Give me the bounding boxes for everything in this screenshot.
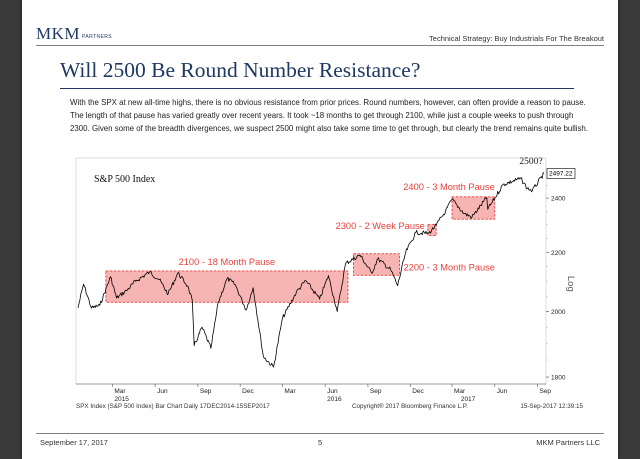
x-year-label: 2017 (461, 396, 476, 403)
body-paragraph: With the SPX at new all-time highs, ther… (70, 98, 589, 134)
y-tick-label: 1800 (551, 375, 566, 382)
x-tick-label: Jun (497, 388, 508, 395)
pause-zone-label: 2200 - 3 Month Pause (404, 262, 495, 272)
footer-date: September 17, 2017 (40, 438, 108, 447)
spx-chart: 2100 - 18 Month Pause 2200 - 3 Month Paus… (70, 152, 590, 415)
y-tick-label: 2000 (551, 309, 566, 316)
logo-subtext: PARTNERS (82, 34, 112, 40)
price-series-line (77, 172, 545, 368)
target-annotation: 2500? (519, 157, 542, 167)
last-value-label: 2497.22 (549, 171, 573, 178)
y-axis-label: Log (565, 276, 576, 292)
pause-zone-label: 2400 - 3 Month Pause (403, 182, 494, 192)
x-tick-label: Sep (370, 388, 382, 395)
title-divider (60, 88, 574, 89)
logo-text: MKM (36, 24, 81, 43)
x-tick-label: Dec (412, 388, 424, 395)
x-year-label: 2015 (114, 396, 129, 403)
chart-footer-source: SPX Index (S&P 500 Index) Bar Chart Dail… (76, 403, 270, 410)
y-tick-label: 2200 (551, 250, 566, 257)
x-tick-label: Dec (242, 388, 254, 395)
pause-zone (451, 196, 496, 220)
last-value-tag: 2497.22 (546, 168, 576, 179)
x-tick-label: Sep (539, 388, 551, 395)
chart-svg: 2100 - 18 Month Pause 2200 - 3 Month Paus… (70, 152, 590, 415)
x-tick-label: Jun (327, 388, 338, 395)
pause-zone (105, 270, 349, 303)
footer-company: MKM Partners LLC (536, 438, 600, 447)
x-tick-label: Mar (284, 388, 296, 395)
pause-zone (353, 253, 400, 276)
chart-footer-timestamp: 15-Sep-2017 12:39:15 (520, 403, 583, 410)
chart-footer-copyright: Copyright® 2017 Bloomberg Finance L.P. (352, 402, 468, 410)
page-title: Will 2500 Be Round Number Resistance? (60, 58, 421, 82)
mkm-logo: MKM PARTNERS (36, 24, 112, 42)
pause-zone-label: 2300 - 2 Week Pause (336, 221, 425, 231)
page-number: 5 (318, 438, 323, 447)
x-tick-label: Mar (454, 388, 466, 395)
header-divider (36, 45, 604, 46)
section-title: Technical Strategy: Buy Industrials For … (429, 34, 604, 43)
x-tick-label: Jun (157, 388, 168, 395)
x-tick-label: Mar (114, 388, 126, 395)
footer-divider (36, 433, 604, 434)
report-page: MKM PARTNERS Technical Strategy: Buy Ind… (22, 0, 618, 459)
y-tick-label: 2400 (551, 196, 566, 203)
chart-title: S&P 500 Index (94, 174, 155, 185)
x-year-label: 2016 (327, 396, 342, 403)
pause-zone-label: 2100 - 18 Month Pause (179, 257, 276, 267)
x-tick-label: Sep (200, 388, 212, 395)
